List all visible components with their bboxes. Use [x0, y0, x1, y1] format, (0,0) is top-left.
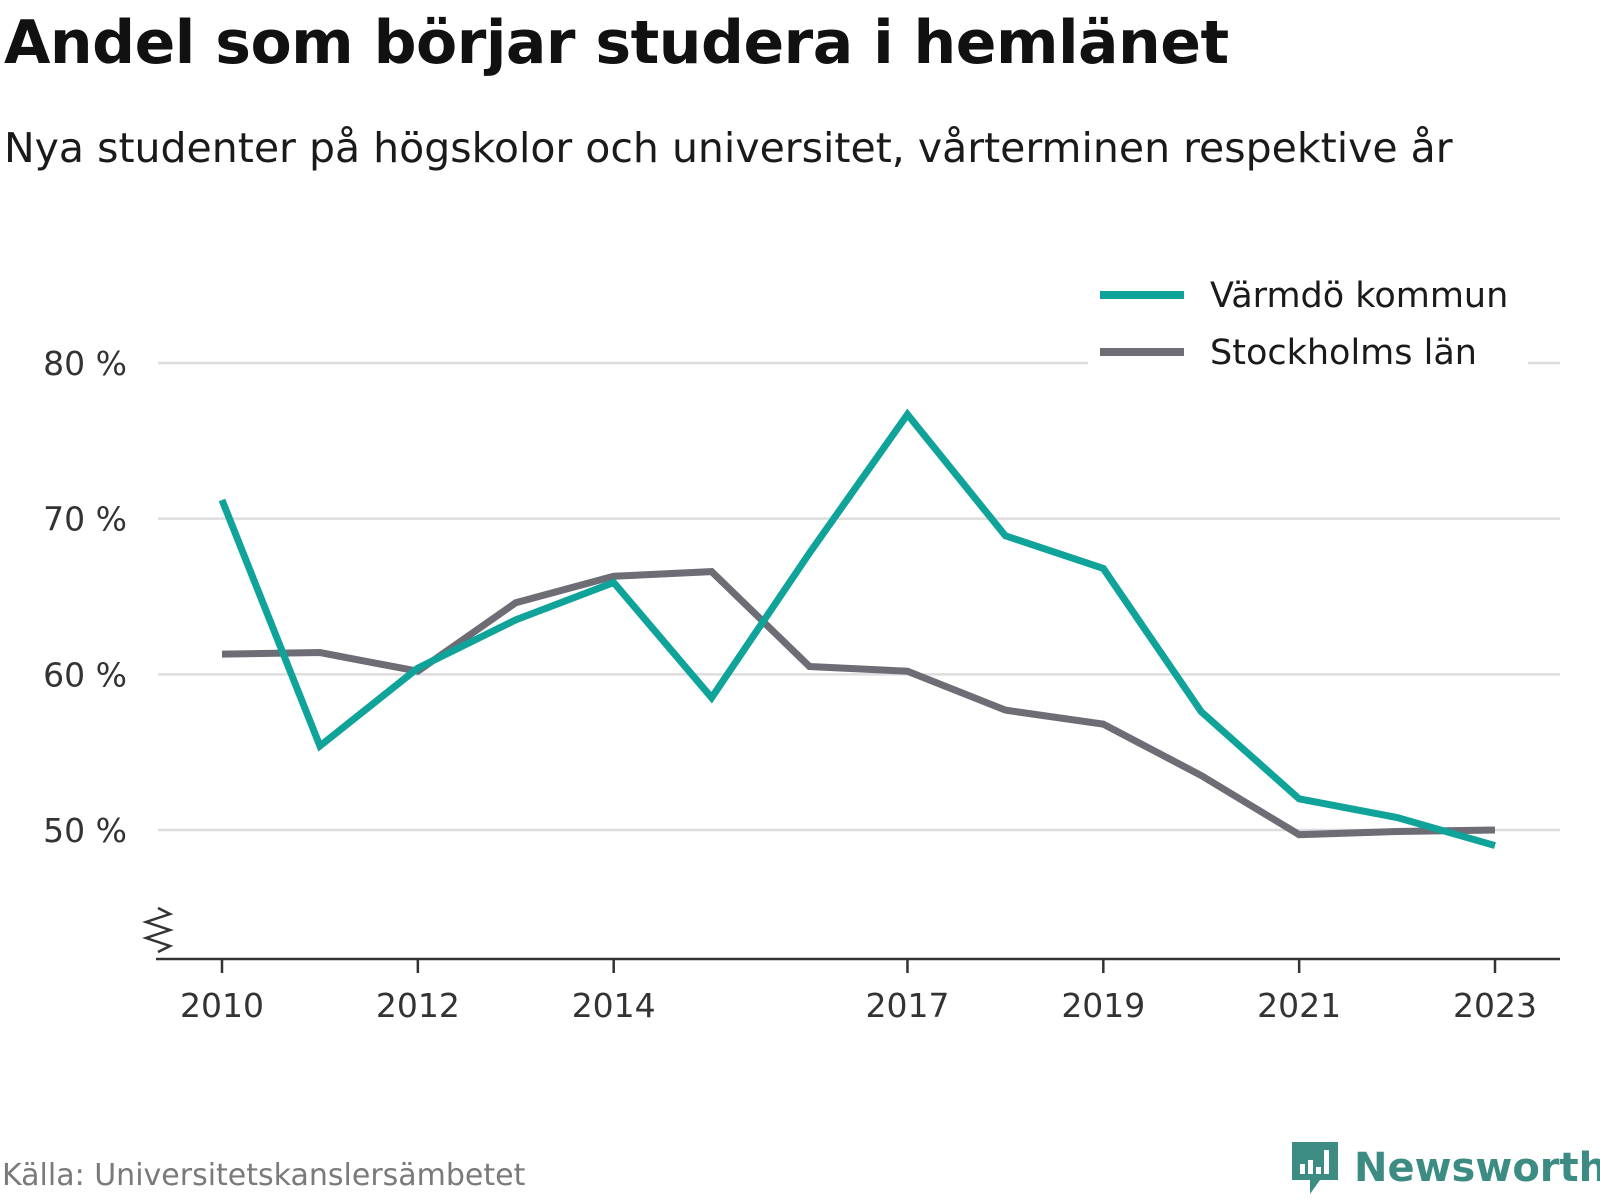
newsworthy-logo-icon [1292, 1142, 1338, 1194]
gridlines [158, 361, 1560, 832]
source-note: Källa: Universitetskanslersämbetet [2, 1158, 526, 1193]
axes: 50 % 60 % 70 % 80 % 2010 2012 2014 2017 2019 2021… [43, 344, 1560, 1025]
x-tick-label: 2023 [1453, 986, 1537, 1025]
y-tick-label: 70 % [43, 500, 127, 539]
y-tick-label: 50 % [43, 811, 127, 850]
x-tick-label: 2021 [1257, 986, 1341, 1025]
chart-subtitle: Nya studenter på högskolor och universit… [4, 124, 1453, 172]
x-tick-label: 2010 [180, 986, 264, 1025]
y-tick-label: 60 % [43, 655, 127, 694]
legend-label: Värmdö kommun [1210, 276, 1508, 316]
brand-name: Newsworthy [1354, 1145, 1600, 1191]
series-line-stockholms-l-n [221, 568, 1496, 839]
x-tick-label: 2012 [376, 986, 460, 1025]
legend-label: Stockholms län [1210, 333, 1477, 373]
x-tick-label: 2017 [865, 986, 949, 1025]
legend-background [1088, 258, 1528, 378]
y-tick-label: 80 % [43, 344, 127, 383]
series-line-v-rmd-kommun [218, 408, 1496, 849]
legend: Värmdö kommun Stockholms län [1088, 258, 1528, 378]
axis-break-icon [142, 906, 174, 954]
chart-title: Andel som börjar studera i hemlänet [4, 8, 1229, 78]
x-tick-label: 2014 [572, 986, 656, 1025]
x-tick-label: 2019 [1061, 986, 1145, 1025]
brand-logo: Newsworthy [1290, 1140, 1600, 1196]
series-lines [218, 408, 1496, 849]
